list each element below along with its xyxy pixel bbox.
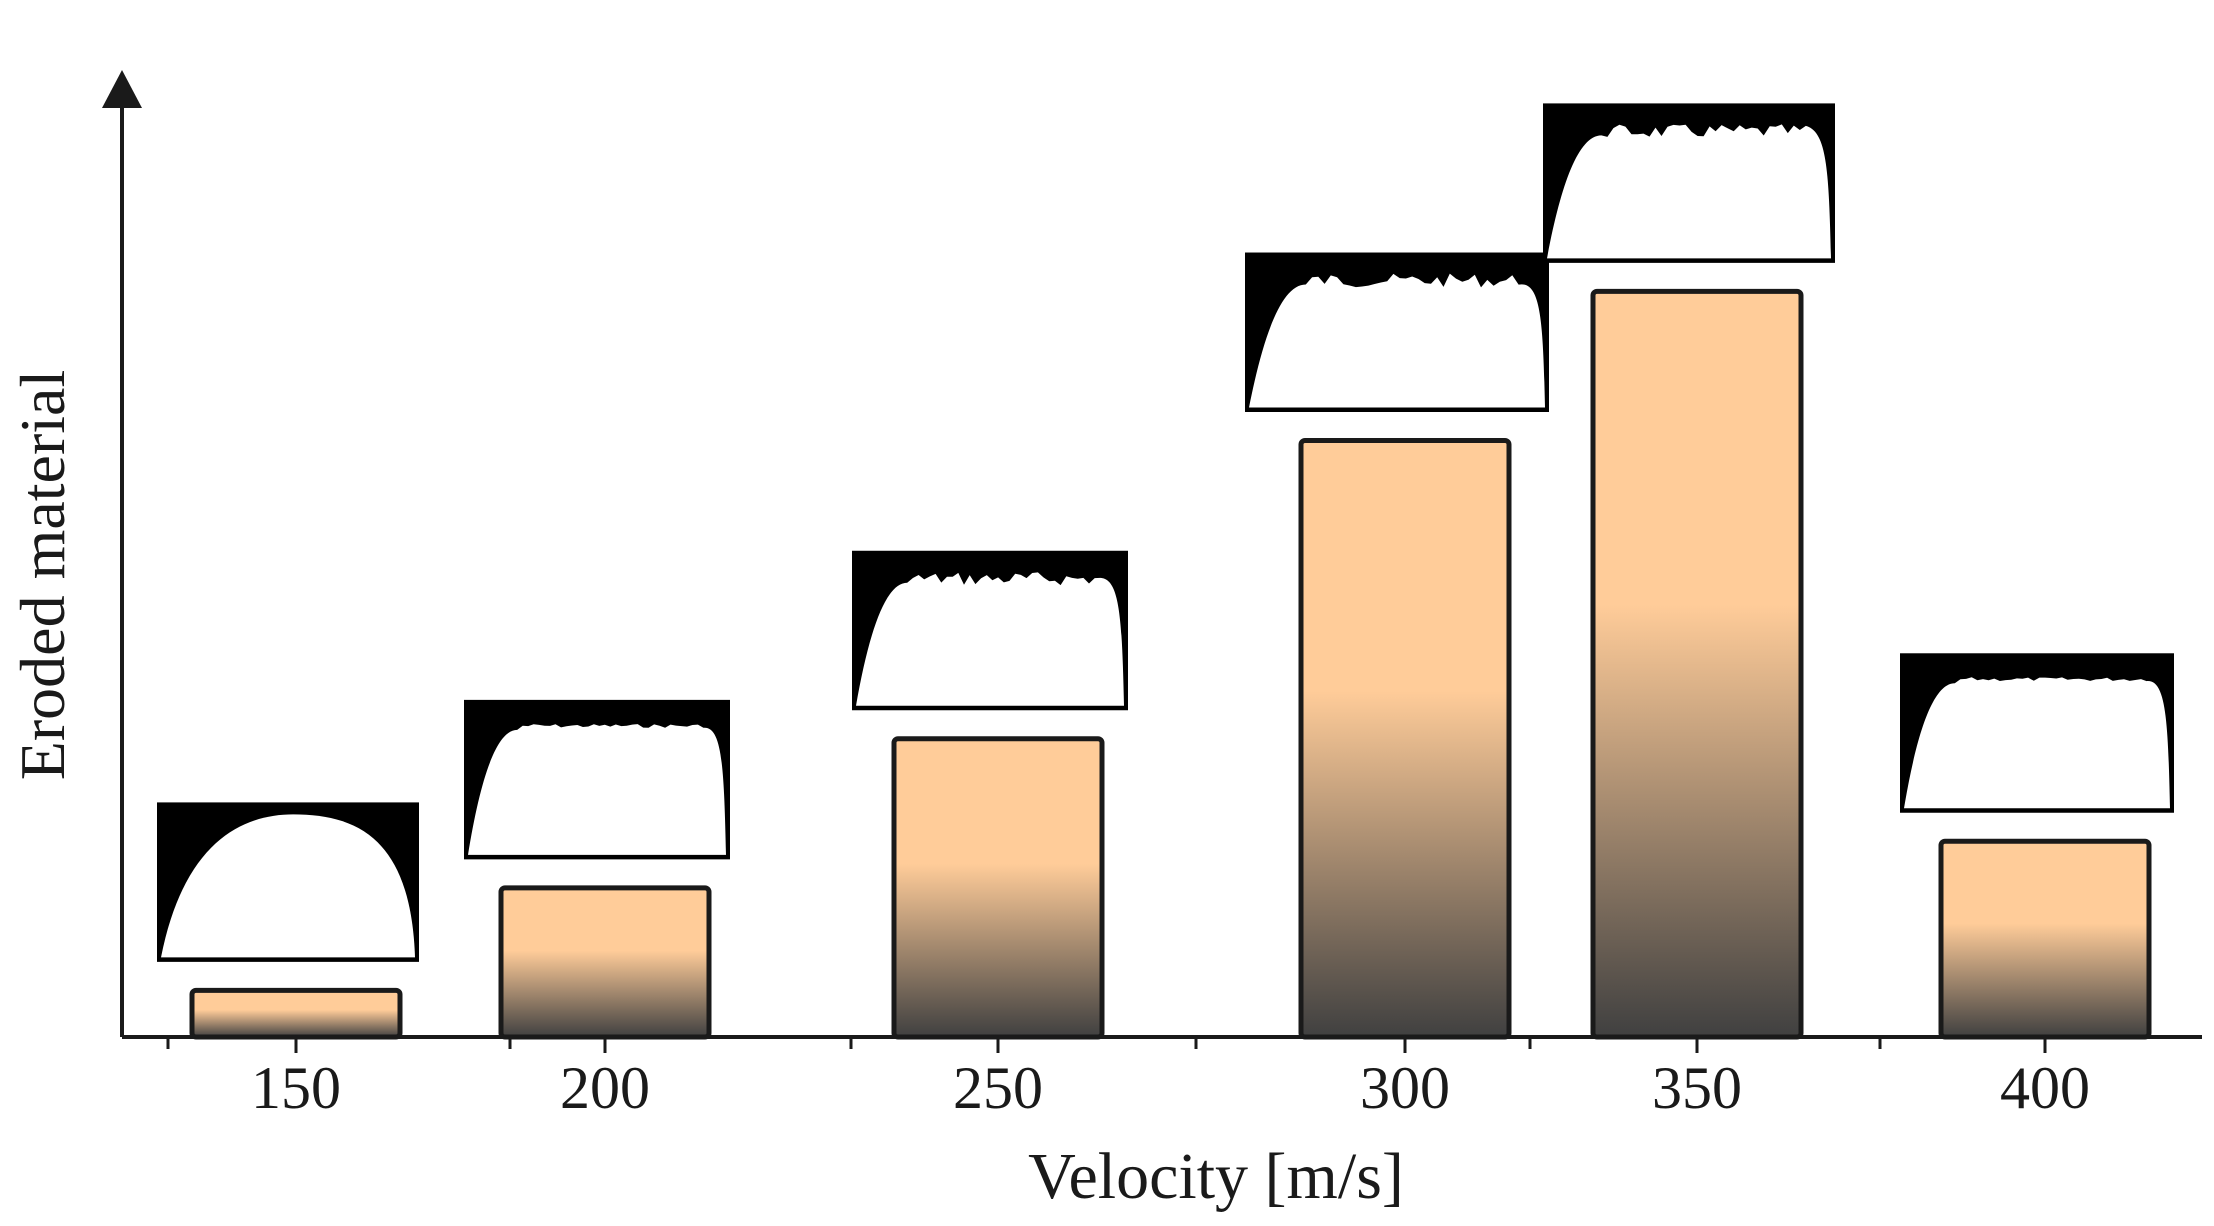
inset-profile-250 bbox=[852, 550, 1128, 711]
y-axis-arrow-icon bbox=[102, 70, 142, 108]
inset-profile-shape bbox=[1249, 273, 1545, 408]
y-axis-label: Eroded material bbox=[7, 370, 78, 780]
inset-profile-400 bbox=[1900, 653, 2174, 813]
x-tick-label-400: 400 bbox=[2000, 1055, 2090, 1121]
x-tick-label-200: 200 bbox=[560, 1055, 650, 1121]
bar-250 bbox=[891, 736, 1105, 1040]
inset-profile-300 bbox=[1245, 252, 1549, 413]
inset-profile-350 bbox=[1543, 103, 1835, 263]
inset-profile-shape bbox=[1904, 677, 2170, 809]
inset-profile-shape bbox=[468, 724, 726, 855]
inset-profile-shape bbox=[856, 572, 1124, 706]
bar-150 bbox=[189, 987, 403, 1040]
x-tick-label-250: 250 bbox=[953, 1055, 1043, 1121]
x-tick-label-150: 150 bbox=[251, 1055, 341, 1121]
inset-profile-200 bbox=[464, 699, 730, 860]
inset-profile-shape bbox=[1547, 124, 1831, 259]
x-tick-label-300: 300 bbox=[1360, 1055, 1450, 1121]
bar-300 bbox=[1298, 438, 1512, 1040]
bar-400 bbox=[1938, 838, 2152, 1040]
bars bbox=[189, 288, 2152, 1040]
inset-profile-shape bbox=[161, 814, 415, 958]
x-axis-label: Velocity [m/s] bbox=[1028, 1140, 1404, 1213]
bar-350 bbox=[1590, 288, 1804, 1040]
x-tick-labels: 150 200 250 300 350 400 bbox=[251, 1055, 2090, 1121]
inset-profile-150 bbox=[157, 802, 419, 962]
profile-insets bbox=[157, 103, 2174, 962]
bar-200 bbox=[498, 885, 712, 1040]
x-tick-label-350: 350 bbox=[1652, 1055, 1742, 1121]
